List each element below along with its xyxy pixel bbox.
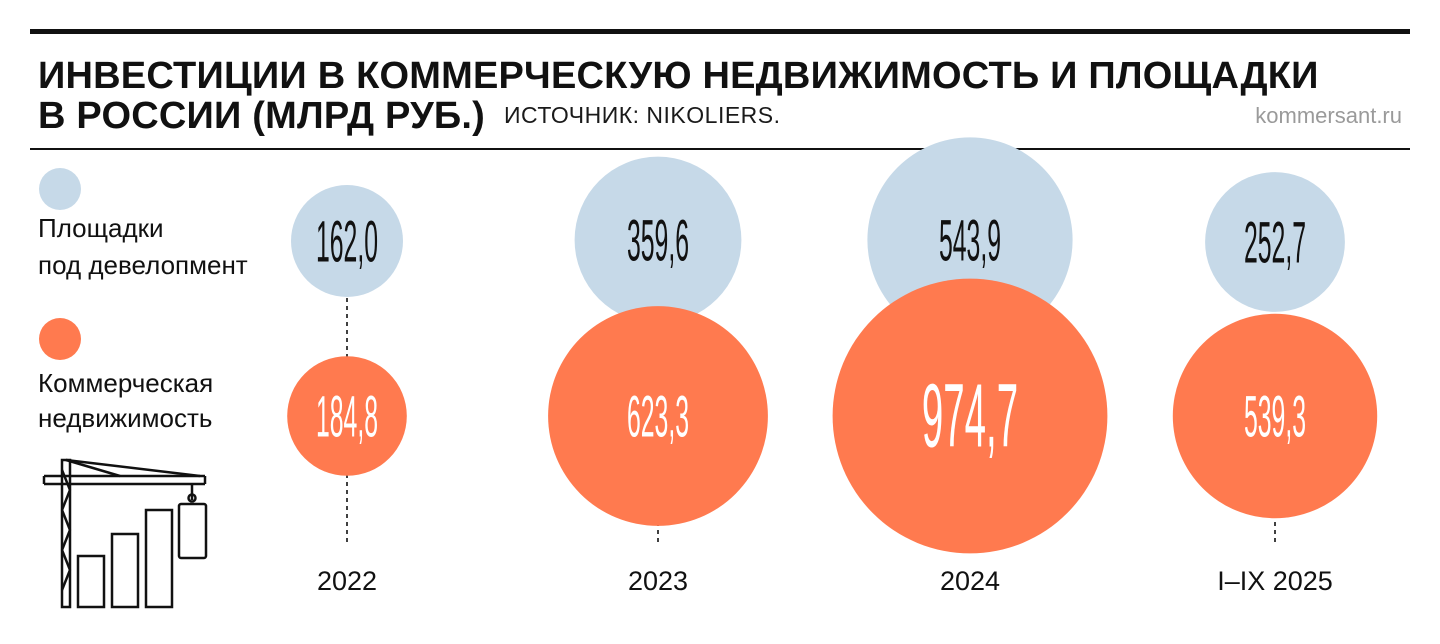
bubble-commercial: [832, 278, 1108, 554]
header-divider: [30, 148, 1410, 150]
value-label-commercial: 184,8: [316, 386, 378, 450]
category-label: 2024: [940, 566, 1000, 596]
value-label-commercial: 623,3: [627, 386, 689, 450]
source-note: ИСТОЧНИК: NIKOLIERS.: [504, 102, 781, 128]
category-label: 2022: [317, 566, 377, 596]
plot-area: 162,0 184,8 2022 359,6 623,3 2023 543,9 974,7 20…: [287, 137, 1378, 596]
value-label-plots: 543,9: [939, 210, 1001, 274]
bubble-commercial: [1172, 313, 1378, 519]
bubble-plots: [574, 156, 742, 324]
bubble-plots: [291, 185, 403, 297]
legend-dot-plots: [39, 168, 81, 210]
value-label-commercial: 974,7: [922, 365, 1018, 466]
category-label: I–IX 2025: [1217, 566, 1333, 596]
bubble-commercial: [548, 306, 768, 526]
legend-label-commercial-line-1: Коммерческая: [38, 368, 214, 398]
value-label-commercial: 539,3: [1244, 386, 1306, 450]
construction-crane-icon: [42, 458, 208, 609]
category-label: 2023: [628, 566, 688, 596]
bubble-plots: [1205, 172, 1345, 312]
legend-dot-commercial: [39, 318, 81, 360]
legend-label-plots-line-2: под девелопмент: [38, 250, 248, 280]
value-label-plots: 359,6: [627, 210, 689, 274]
value-label-plots: 252,7: [1244, 212, 1306, 276]
legend-label-plots-line-1: Площадки: [38, 213, 164, 243]
bubble-commercial: [287, 356, 407, 476]
legend-label-commercial-line-2: недвижимость: [38, 403, 213, 433]
chart-title-line-2: В РОССИИ (МЛРД РУБ.): [38, 95, 486, 137]
value-label-plots: 162,0: [316, 211, 378, 275]
chart-title-line-1: ИНВЕСТИЦИИ В КОММЕРЧЕСКУЮ НЕДВИЖИМОСТЬ И…: [38, 55, 1319, 97]
site-credit: kommersant.ru: [1255, 103, 1402, 128]
top-rule: [30, 29, 1410, 34]
